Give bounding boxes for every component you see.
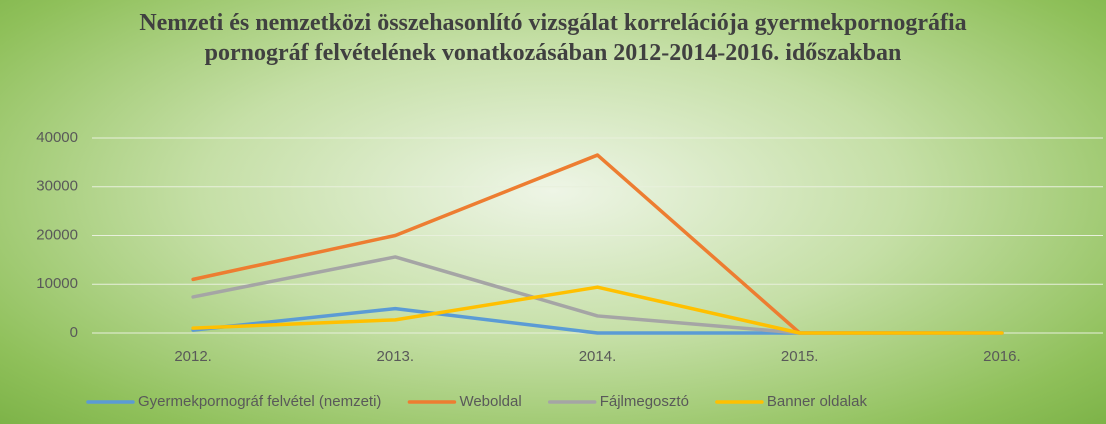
chart-title: Nemzeti és nemzetközi összehasonlító viz… xyxy=(139,10,967,66)
x-tick-label: 2014. xyxy=(579,348,617,365)
x-tick-label: 2015. xyxy=(781,348,819,365)
x-tick-label: 2016. xyxy=(983,348,1021,365)
legend-label: Gyermekpornográf felvétel (nemzeti) xyxy=(138,393,381,410)
y-tick-label: 20000 xyxy=(36,226,78,243)
y-tick-label: 30000 xyxy=(36,178,78,195)
series-line xyxy=(191,306,1004,335)
series-line xyxy=(191,285,1004,335)
series-line xyxy=(191,153,1004,335)
legend-label: Fájlmegosztó xyxy=(600,393,689,410)
y-tick-label: 40000 xyxy=(36,129,78,146)
legend-label: Banner oldalak xyxy=(767,393,868,410)
y-tick-label: 10000 xyxy=(36,275,78,292)
x-tick-label: 2013. xyxy=(377,348,415,365)
x-tick-label: 2012. xyxy=(174,348,212,365)
legend-label: Weboldal xyxy=(459,393,521,410)
y-tick-label: 0 xyxy=(70,324,78,341)
